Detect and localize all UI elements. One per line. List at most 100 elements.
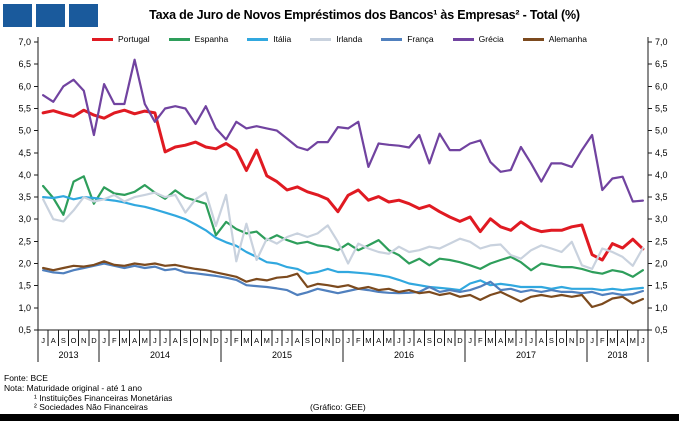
svg-text:A: A bbox=[498, 336, 503, 345]
svg-text:A: A bbox=[539, 336, 544, 345]
svg-text:0,5: 0,5 bbox=[655, 325, 668, 335]
svg-text:M: M bbox=[487, 336, 493, 345]
svg-text:1,5: 1,5 bbox=[18, 281, 31, 291]
svg-text:3,0: 3,0 bbox=[655, 214, 668, 224]
svg-text:A: A bbox=[254, 336, 259, 345]
svg-text:2,5: 2,5 bbox=[655, 236, 668, 246]
svg-text:5,5: 5,5 bbox=[18, 103, 31, 113]
svg-text:D: D bbox=[457, 336, 463, 345]
svg-text:D: D bbox=[91, 336, 97, 345]
legend-item-frança: França bbox=[381, 34, 434, 44]
svg-text:J: J bbox=[529, 336, 533, 345]
svg-text:3,5: 3,5 bbox=[18, 192, 31, 202]
legend-swatch bbox=[247, 37, 269, 41]
svg-text:N: N bbox=[569, 336, 574, 345]
legend-swatch bbox=[310, 37, 332, 41]
footer-note1: ¹ Instituições Financeiras Monetárias bbox=[34, 392, 173, 403]
svg-text:F: F bbox=[356, 336, 361, 345]
svg-text:5,0: 5,0 bbox=[18, 126, 31, 136]
y-axis-labels: 0,5 0,5 1,0 1,0 1,5 1,5 2,0 2,0 2,5 2,5 3,0 3,0 3,5 3… bbox=[18, 37, 667, 335]
svg-text:3,0: 3,0 bbox=[18, 214, 31, 224]
svg-text:M: M bbox=[264, 336, 270, 345]
logo-squares bbox=[3, 4, 98, 27]
svg-text:J: J bbox=[346, 336, 350, 345]
svg-text:2018: 2018 bbox=[607, 350, 627, 360]
legend-item-grécia: Grécia bbox=[452, 34, 504, 44]
svg-text:F: F bbox=[112, 336, 117, 345]
svg-text:2,0: 2,0 bbox=[18, 259, 31, 269]
svg-text:M: M bbox=[121, 336, 127, 345]
series-line-portugal bbox=[41, 108, 645, 262]
svg-text:A: A bbox=[132, 336, 137, 345]
svg-text:J: J bbox=[275, 336, 279, 345]
svg-text:J: J bbox=[41, 336, 45, 345]
svg-text:6,5: 6,5 bbox=[18, 59, 31, 69]
svg-text:5,0: 5,0 bbox=[655, 126, 668, 136]
svg-text:J: J bbox=[153, 336, 157, 345]
legend-label: Irlanda bbox=[336, 34, 363, 44]
svg-text:J: J bbox=[519, 336, 523, 345]
svg-text:2,0: 2,0 bbox=[655, 259, 668, 269]
svg-text:A: A bbox=[173, 336, 178, 345]
chart-title: Taxa de Juro de Novos Empréstimos dos Ba… bbox=[149, 8, 580, 22]
legend-item-alemanha: Alemanha bbox=[522, 34, 587, 44]
svg-text:D: D bbox=[335, 336, 341, 345]
logo-square bbox=[36, 4, 65, 27]
series-line-itália bbox=[41, 195, 645, 292]
svg-text:S: S bbox=[61, 336, 66, 345]
svg-text:M: M bbox=[243, 336, 249, 345]
svg-text:2016: 2016 bbox=[394, 350, 414, 360]
svg-text:J: J bbox=[224, 336, 228, 345]
svg-text:M: M bbox=[508, 336, 514, 345]
legend-item-irlanda: Irlanda bbox=[310, 34, 362, 44]
svg-text:7,0: 7,0 bbox=[18, 37, 31, 47]
svg-text:1,0: 1,0 bbox=[655, 303, 668, 313]
legend-label: Alemanha bbox=[548, 34, 587, 44]
svg-text:J: J bbox=[285, 336, 289, 345]
footer: Fonte: BCE Nota: Maturidade original - a… bbox=[4, 373, 173, 413]
svg-text:F: F bbox=[234, 336, 239, 345]
svg-text:5,5: 5,5 bbox=[655, 103, 668, 113]
series-line-alemanha bbox=[41, 260, 645, 309]
series-line-irlanda bbox=[41, 191, 645, 270]
svg-text:2015: 2015 bbox=[272, 350, 292, 360]
svg-text:2014: 2014 bbox=[150, 350, 170, 360]
svg-text:O: O bbox=[315, 336, 321, 345]
svg-text:D: D bbox=[213, 336, 219, 345]
logo-square bbox=[3, 4, 32, 27]
svg-text:F: F bbox=[478, 336, 483, 345]
svg-text:4,5: 4,5 bbox=[18, 148, 31, 158]
svg-text:M: M bbox=[386, 336, 392, 345]
svg-text:6,0: 6,0 bbox=[18, 81, 31, 91]
svg-text:O: O bbox=[71, 336, 77, 345]
svg-text:2013: 2013 bbox=[58, 350, 78, 360]
svg-text:4,5: 4,5 bbox=[655, 148, 668, 158]
svg-text:6,0: 6,0 bbox=[655, 81, 668, 91]
series-line-frança bbox=[41, 262, 645, 297]
svg-text:M: M bbox=[630, 336, 636, 345]
bottom-bar bbox=[0, 414, 679, 421]
svg-text:O: O bbox=[193, 336, 199, 345]
svg-text:4,0: 4,0 bbox=[18, 170, 31, 180]
legend-label: Itália bbox=[273, 34, 292, 44]
legend-item-itália: Itália bbox=[247, 34, 291, 44]
svg-text:S: S bbox=[183, 336, 188, 345]
series-line-grécia bbox=[41, 58, 645, 203]
svg-text:S: S bbox=[305, 336, 310, 345]
logo-square bbox=[69, 4, 98, 27]
svg-text:A: A bbox=[620, 336, 625, 345]
svg-text:2017: 2017 bbox=[516, 350, 536, 360]
svg-text:J: J bbox=[407, 336, 411, 345]
svg-text:A: A bbox=[376, 336, 381, 345]
x-axis-year-labels: 2013 2014 2015 2016 2017 2018 bbox=[58, 350, 627, 360]
svg-text:M: M bbox=[142, 336, 148, 345]
legend-label: Portugal bbox=[118, 34, 150, 44]
footer-note: Nota: Maturidade original - até 1 ano bbox=[4, 382, 142, 393]
axes bbox=[34, 37, 652, 362]
svg-text:2,5: 2,5 bbox=[18, 236, 31, 246]
svg-text:J: J bbox=[102, 336, 106, 345]
svg-text:A: A bbox=[51, 336, 56, 345]
svg-text:1,0: 1,0 bbox=[18, 303, 31, 313]
svg-text:4,0: 4,0 bbox=[655, 170, 668, 180]
